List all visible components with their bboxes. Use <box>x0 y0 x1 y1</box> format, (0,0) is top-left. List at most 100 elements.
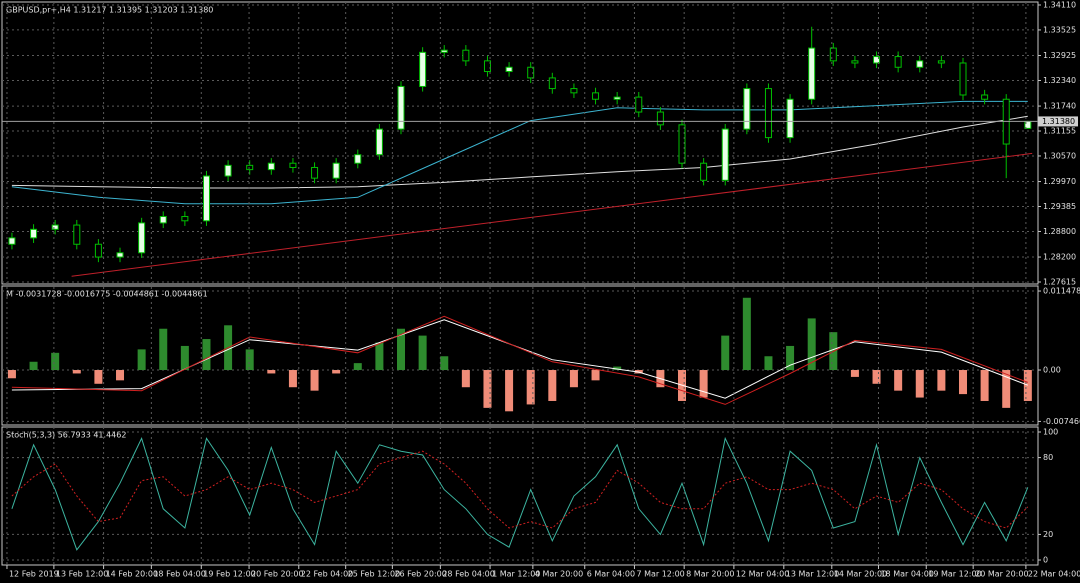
histogram-bar <box>159 328 168 371</box>
candle-body <box>635 96 643 113</box>
x-tick-label: 13 Mar 12:00 <box>786 570 839 579</box>
histogram-bar <box>94 370 103 384</box>
indicator-line <box>11 115 1028 189</box>
panel-title: GBPUSD,pr+,H4 1.31217 1.31395 1.31203 1.… <box>6 6 213 15</box>
histogram-bar <box>51 352 60 371</box>
histogram-bar <box>461 370 470 388</box>
candle-body <box>8 237 16 245</box>
x-tick-label: 14 Mar 20:00 <box>834 570 887 579</box>
y-tick-label: 0.0114787 <box>1043 287 1080 296</box>
x-tick-label: 28 Feb 04:00 <box>442 570 494 579</box>
histogram-bar <box>613 366 622 371</box>
histogram-bar <box>807 318 816 371</box>
y-tick-label: 1.30570 <box>1043 151 1076 160</box>
x-tick-label: 12 Feb 2019 <box>9 570 59 579</box>
histogram-bar <box>894 370 903 391</box>
candle-body <box>851 60 859 64</box>
histogram-bar <box>526 370 535 405</box>
candle-body <box>159 216 167 224</box>
candle-body <box>181 216 189 222</box>
panel-frame <box>1 1 1039 285</box>
candle-body <box>527 66 535 79</box>
candle-body <box>916 60 924 68</box>
histogram-bar <box>72 370 81 374</box>
candle-body <box>51 224 59 230</box>
histogram-bar <box>353 363 362 371</box>
histogram-bar <box>850 370 859 377</box>
histogram-bar <box>1002 370 1011 408</box>
y-tick-label: 20 <box>1043 530 1053 539</box>
y-tick-label: 1.28200 <box>1043 253 1076 262</box>
last-price-box <box>1038 116 1078 127</box>
panel-title: Stoch(5,3,3) 56.7933 41.4462 <box>6 431 126 440</box>
y-tick-label: 1.28800 <box>1043 227 1076 236</box>
x-tick-label: 26 Feb 20:00 <box>394 570 446 579</box>
candle-body <box>808 47 816 100</box>
histogram-bar <box>483 370 492 408</box>
histogram-bar <box>332 370 341 374</box>
histogram-bar <box>699 370 708 398</box>
y-tick-label: 0.00 <box>1043 366 1061 375</box>
histogram-bar <box>418 335 427 371</box>
x-tick-label: 20 Feb 20:00 <box>251 570 303 579</box>
x-tick-label: 22 Mar 04:00 <box>1028 570 1080 579</box>
candle-body <box>894 56 902 68</box>
candle-body <box>30 228 38 239</box>
indicator-line <box>71 152 1033 277</box>
candle-body <box>397 85 405 130</box>
candle-body <box>721 128 729 181</box>
x-tick-label: 6 Mar 04:00 <box>587 570 635 579</box>
x-tick-label: 14 Feb 20:00 <box>106 570 158 579</box>
candle-body <box>289 162 297 168</box>
histogram-bar <box>310 370 319 391</box>
histogram-bar <box>958 370 967 395</box>
histogram-bar <box>548 370 557 401</box>
candle-body <box>873 56 881 64</box>
candle-body <box>764 88 772 139</box>
panel-frame <box>1 426 1039 566</box>
panel-title: M -0.0031728 -0.0016775 -0.0044861 -0.00… <box>6 290 208 299</box>
histogram-bar <box>440 356 449 371</box>
y-tick-label: 1.31155 <box>1043 127 1076 136</box>
histogram-bar <box>764 356 773 371</box>
x-tick-label: 1 Mar 12:00 <box>492 570 540 579</box>
candle-body <box>246 164 254 171</box>
x-tick-label: 18 Mar 04:00 <box>880 570 933 579</box>
candle-body <box>440 49 448 53</box>
candle-body <box>462 49 470 62</box>
candle-body <box>959 62 967 96</box>
x-tick-label: 18 Feb 04:00 <box>153 570 205 579</box>
histogram-bar <box>245 349 254 371</box>
panel-frame <box>1 285 1039 426</box>
candle-body <box>700 162 708 181</box>
histogram-bar <box>267 370 276 374</box>
histogram-bar <box>29 361 38 371</box>
candle-body <box>656 111 664 126</box>
candle-body <box>505 66 513 73</box>
x-tick-label: 19 Feb 12:00 <box>203 570 255 579</box>
x-tick-label: 22 Feb 04:00 <box>301 570 353 579</box>
histogram-bar <box>915 370 924 398</box>
indicator-line <box>11 450 1029 529</box>
y-tick-label: 1.31740 <box>1043 102 1076 111</box>
y-tick-label: 1.32340 <box>1043 76 1076 85</box>
histogram-bar <box>937 370 946 391</box>
candle-body <box>786 98 794 139</box>
candle-body <box>73 224 81 245</box>
y-tick-label: 0 <box>1043 556 1048 565</box>
indicator-line <box>11 319 1028 399</box>
histogram-bar <box>7 370 16 379</box>
candle-body <box>116 252 124 258</box>
y-tick-label: 1.29385 <box>1043 202 1076 211</box>
candle-body <box>829 47 837 62</box>
candle-body <box>743 88 751 130</box>
indicator-line <box>11 315 1028 405</box>
candle-body <box>592 92 600 100</box>
histogram-bar <box>742 297 751 371</box>
x-tick-label: 20 Mar 20:00 <box>975 570 1028 579</box>
y-tick-label: 100 <box>1043 427 1058 436</box>
x-tick-label: 7 Mar 12:00 <box>636 570 684 579</box>
candle-body <box>94 243 102 258</box>
histogram-bar <box>375 342 384 371</box>
